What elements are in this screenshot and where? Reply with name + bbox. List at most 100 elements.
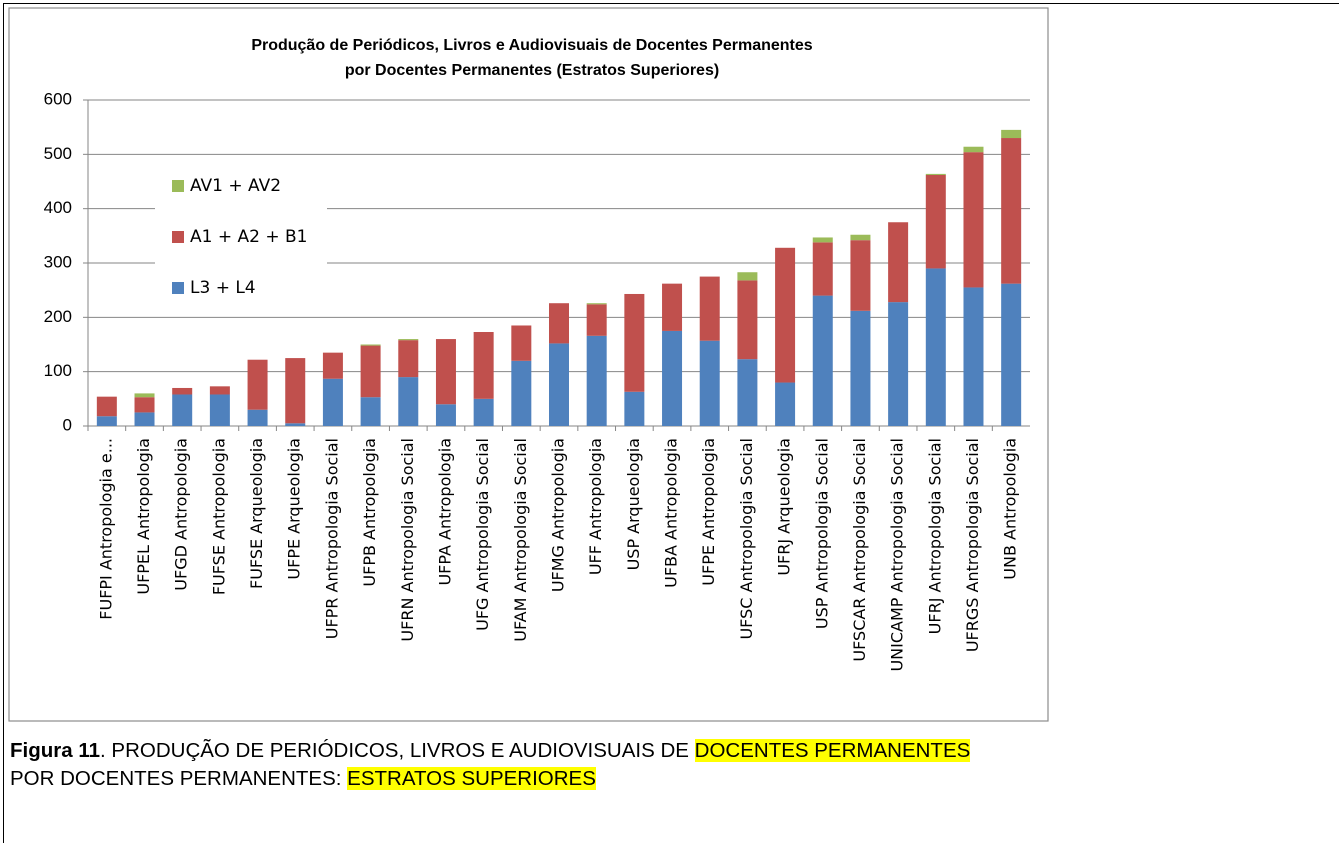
- caption-label: Figura 11: [10, 739, 101, 762]
- bar-segment: [247, 359, 268, 410]
- bar-segment: [1001, 283, 1022, 426]
- bar-segment: [850, 240, 871, 311]
- bar-segment: [172, 394, 193, 426]
- legend-label: A1 + A2 + B1: [190, 227, 307, 247]
- x-tick-label: UFPA Antropologia: [435, 438, 454, 586]
- bar-segment: [662, 330, 683, 426]
- bar-segment: [134, 412, 155, 426]
- bar-segment: [360, 345, 381, 398]
- bar-segment: [549, 343, 569, 426]
- bar-segment: [1001, 129, 1022, 139]
- bar-segment: [586, 304, 607, 336]
- y-tick-label: 200: [44, 307, 72, 326]
- x-tick-label: FUFSE Arqueologia: [247, 438, 266, 589]
- bar-segment: [285, 423, 306, 426]
- bar-segment: [586, 303, 607, 305]
- bar-segment: [96, 416, 117, 426]
- bar-segment: [812, 242, 833, 296]
- x-tick-label: UFRJ Arqueologia: [775, 438, 794, 576]
- legend-swatch: [172, 231, 184, 243]
- y-tick-label: 400: [44, 198, 72, 217]
- bar-segment: [398, 339, 419, 341]
- caption-text: POR DOCENTES PERMANENTES:: [10, 767, 348, 790]
- x-tick-label: UFG Antropologia Social: [473, 438, 492, 631]
- bar-segment: [134, 397, 155, 413]
- x-tick-label: UFRN Antropologia Social: [398, 438, 417, 642]
- x-tick-label: UNICAMP Antropologia Social: [888, 438, 907, 672]
- bar-segment: [209, 394, 230, 426]
- legend-label: AV1 + AV2: [190, 176, 281, 196]
- bar-segment: [699, 340, 720, 426]
- y-tick-label: 0: [63, 415, 72, 434]
- bar-segment: [285, 358, 306, 424]
- legend-label: L3 + L4: [190, 278, 256, 298]
- legend-swatch: [172, 180, 184, 192]
- bar-segment: [925, 174, 946, 269]
- legend-swatch: [172, 282, 184, 294]
- bar-segment: [473, 398, 494, 426]
- bar-segment: [435, 404, 456, 426]
- bar-segment: [850, 234, 871, 241]
- bar-segment: [435, 339, 456, 405]
- bar-segment: [775, 382, 796, 426]
- x-tick-label: UFBA Antropologia: [662, 438, 681, 588]
- x-tick-label: UFGD Antropologia: [172, 438, 191, 591]
- y-tick-label: 500: [44, 144, 72, 163]
- x-tick-label: FUFSE Antropologia: [209, 438, 228, 595]
- bar-segment: [360, 344, 381, 346]
- y-tick-label: 100: [44, 361, 72, 380]
- bar-segment: [737, 272, 758, 281]
- page-frame: [3, 3, 1339, 843]
- x-tick-label: UFRGS Antropologia Social: [963, 438, 982, 652]
- x-tick-label: UFAM Antropologia Social: [511, 438, 530, 642]
- x-tick-label: UFPE Antropologia: [699, 438, 718, 586]
- bar-segment: [549, 303, 569, 344]
- bar-segment: [172, 387, 193, 395]
- bar-segment: [699, 276, 720, 341]
- bar-segment: [888, 302, 909, 426]
- bar-segment: [888, 222, 909, 303]
- x-tick-label: UFF Antropologia: [586, 438, 605, 575]
- x-tick-label: UFMG Antropologia: [549, 438, 568, 592]
- bar-segment: [812, 237, 833, 243]
- bar-segment: [96, 396, 117, 417]
- bar-segment: [398, 377, 419, 426]
- bar-segment: [322, 352, 343, 379]
- bar-segment: [662, 283, 683, 331]
- bar-segment: [360, 397, 381, 426]
- x-tick-label: UFPR Antropologia Social: [322, 438, 341, 639]
- bar-segment: [624, 391, 645, 426]
- chart-title: por Docentes Permanentes (Estratos Super…: [345, 62, 719, 79]
- bar-segment: [624, 293, 645, 392]
- caption-highlight: DOCENTES PERMANENTES: [694, 739, 971, 762]
- x-tick-label: UFSCAR Antropologia Social: [850, 438, 869, 662]
- bar-segment: [963, 152, 984, 288]
- bar-segment: [511, 325, 532, 361]
- x-tick-label: UFRJ Antropologia Social: [925, 438, 944, 634]
- caption: Figura 11. PRODUÇÃO DE PERIÓDICOS, LIVRO…: [10, 737, 971, 793]
- chart-title: Produção de Periódicos, Livros e Audiovi…: [251, 37, 812, 54]
- bar-segment: [398, 340, 419, 378]
- x-tick-label: UFPEL Antropologia: [134, 438, 153, 595]
- bar-segment: [812, 295, 833, 426]
- x-tick-label: UFPE Arqueologia: [285, 438, 304, 580]
- bar-segment: [925, 268, 946, 426]
- bar-segment: [963, 287, 984, 426]
- caption-text: . PRODUÇÃO DE PERIÓDICOS, LIVROS E AUDIO…: [100, 739, 695, 762]
- bar-segment: [775, 247, 796, 383]
- bar-segment: [473, 332, 494, 399]
- bar-segment: [511, 360, 532, 426]
- caption-highlight: ESTRATOS SUPERIORES: [347, 767, 596, 790]
- x-tick-label: UNB Antropologia: [1001, 438, 1020, 580]
- bar-segment: [963, 146, 984, 153]
- bar-segment: [737, 280, 758, 360]
- x-tick-label: FUFPI Antropologia e...: [96, 438, 115, 620]
- x-tick-label: UFSC Antropologia Social: [737, 438, 756, 640]
- bar-segment: [850, 310, 871, 426]
- bar-segment: [247, 409, 268, 426]
- y-tick-label: 300: [44, 252, 72, 271]
- bar-segment: [322, 378, 343, 426]
- bar-segment: [925, 173, 946, 175]
- x-tick-label: USP Arqueologia: [624, 438, 643, 570]
